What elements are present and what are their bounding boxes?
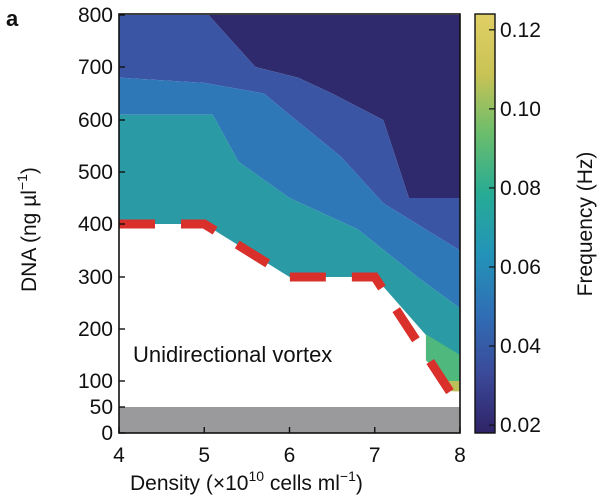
y-tick-label: 400 xyxy=(78,213,113,236)
y-tick-label: 800 xyxy=(78,4,113,27)
plot-area: 4 5 6 7 8 0 50 100 200 300 400 500 600 700 800 Unidir… xyxy=(78,4,466,467)
x-tick-label: 7 xyxy=(369,444,381,467)
contour-region-6 xyxy=(447,381,460,392)
phase-boundary-line xyxy=(119,219,464,410)
colorbar-tick-label: 0.02 xyxy=(500,414,541,437)
y-tick-label: 500 xyxy=(78,161,113,184)
x-axis-label-unit-exponent: −1 xyxy=(340,468,356,484)
x-tick-label: 6 xyxy=(284,444,296,467)
x-axis-label-exponent: 10 xyxy=(248,468,264,484)
contour-region-1 xyxy=(208,15,460,198)
colorbar-label: Frequency (Hz) xyxy=(574,152,597,297)
colorbar-tick-label: 0.04 xyxy=(500,335,541,358)
colorbar-gradient xyxy=(474,13,496,434)
x-ticks: 4 5 6 7 8 xyxy=(113,427,466,467)
x-axis-label-close: ) xyxy=(356,472,363,495)
contour-region-3 xyxy=(119,77,460,309)
y-tick-label: 300 xyxy=(78,266,113,289)
y-tick-label: 600 xyxy=(78,109,113,132)
y-ticks: 0 50 100 200 300 400 500 600 700 800 xyxy=(78,4,125,445)
contour-region-2 xyxy=(119,15,460,251)
colorbar-ticks: 0.02 0.04 0.06 0.08 0.10 0.12 xyxy=(489,19,541,437)
contour-region-5 xyxy=(425,334,460,381)
y-axis-label-exponent: −1 xyxy=(14,174,30,190)
y-axis-label-close: ) xyxy=(18,167,41,174)
colorbar-tick-label: 0.10 xyxy=(500,98,541,121)
y-tick-label: 200 xyxy=(78,318,113,341)
colorbar-tick-label: 0.12 xyxy=(500,19,541,42)
y-tick-label: 100 xyxy=(78,370,113,393)
contour-region-4 xyxy=(119,114,460,355)
y-tick-label: 50 xyxy=(90,396,113,419)
x-axis-label-main: Density (×10 xyxy=(130,472,248,495)
x-tick-label: 8 xyxy=(454,444,466,467)
x-tick-label: 4 xyxy=(113,444,125,467)
panel-label: a xyxy=(6,6,19,31)
y-axis-label: DNA (ng µl−1) xyxy=(14,167,41,292)
x-axis-label: Density (×1010 cells ml−1) xyxy=(130,468,363,495)
y-tick-label: 700 xyxy=(78,56,113,79)
contour-regions xyxy=(119,15,460,392)
y-tick-label: 0 xyxy=(101,422,113,445)
colorbar: 0.02 0.04 0.06 0.08 0.10 0.12 Frequency (Hz) xyxy=(474,13,597,437)
colorbar-tick-label: 0.06 xyxy=(500,256,541,279)
colorbar-tick-label: 0.08 xyxy=(500,177,541,200)
x-tick-label: 5 xyxy=(198,444,210,467)
x-axis-label-unit: cells ml xyxy=(264,472,340,495)
y-axis-label-main: DNA (ng µl xyxy=(18,190,41,292)
region-annotation: Unidirectional vortex xyxy=(133,342,332,367)
